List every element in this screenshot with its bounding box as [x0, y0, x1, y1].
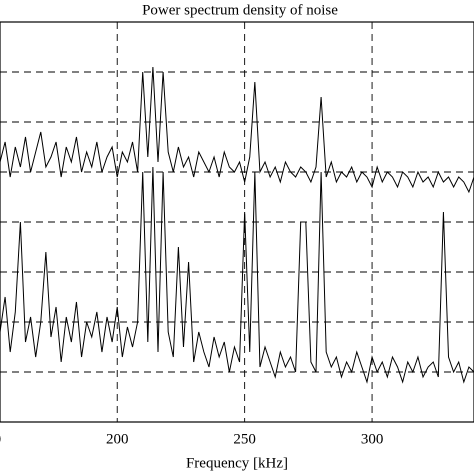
x-tick-label: 300 — [361, 431, 384, 447]
line-series — [0, 166, 474, 384]
plot-frame — [0, 21, 474, 423]
x-tick-label: 200 — [106, 431, 129, 447]
x-tick-label: 150 — [0, 431, 1, 447]
line-series — [0, 66, 474, 194]
x-axis-label: Frequency [kHz] — [186, 455, 288, 471]
x-tick-label: 250 — [233, 431, 256, 447]
chart-title: Power spectrum density of noise — [142, 2, 338, 18]
